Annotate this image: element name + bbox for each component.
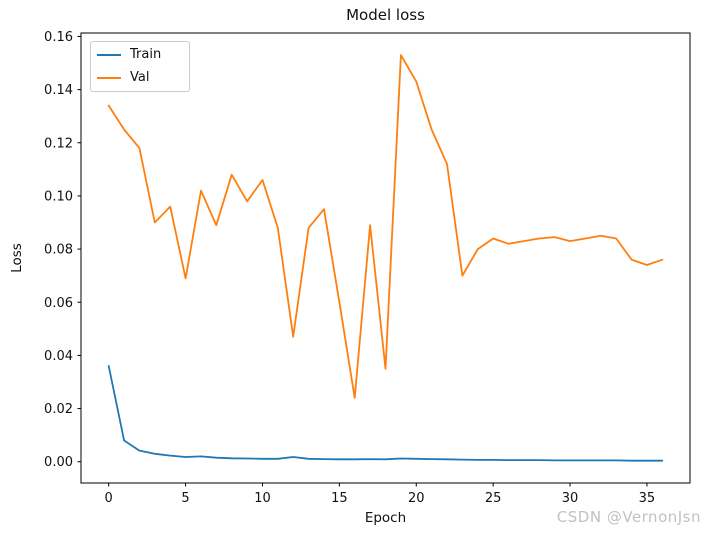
x-tick-label: 15 [331, 491, 348, 506]
axes-frame [80, 32, 691, 484]
x-axis-label: Epoch [364, 510, 407, 526]
train-line-swatch [97, 54, 121, 56]
chart-title: Model loss [346, 6, 425, 24]
y-tick-label: 0.00 [44, 455, 73, 470]
y-tick-label: 0.06 [44, 296, 73, 311]
legend-label-val: Val [130, 70, 150, 85]
x-tick-label: 35 [639, 491, 656, 506]
x-tick-label: 25 [485, 491, 502, 506]
y-tick-label: 0.16 [44, 30, 73, 45]
y-tick-label: 0.08 [44, 243, 73, 258]
y-tick-label: 0.14 [44, 83, 73, 98]
legend-label-train: Train [130, 47, 162, 62]
legend-item-val: Val [97, 70, 179, 86]
x-tick-label: 30 [562, 491, 579, 506]
val-line-swatch [97, 77, 121, 79]
train-line [107, 365, 664, 462]
y-tick-label: 0.02 [44, 402, 73, 417]
legend-item-train: Train [97, 47, 179, 63]
y-axis-label: Loss [9, 243, 25, 273]
legend: Train Val [90, 41, 190, 92]
x-tick-label: 0 [105, 491, 113, 506]
watermark: CSDN @VernonJsn [556, 508, 701, 526]
val-line [107, 54, 664, 399]
x-tick-label: 20 [408, 491, 425, 506]
x-tick-label: 10 [254, 491, 271, 506]
y-tick-label: 0.04 [44, 349, 73, 364]
x-tick-label: 5 [181, 491, 189, 506]
y-tick-label: 0.12 [44, 136, 73, 151]
y-tick-label: 0.10 [44, 189, 73, 204]
